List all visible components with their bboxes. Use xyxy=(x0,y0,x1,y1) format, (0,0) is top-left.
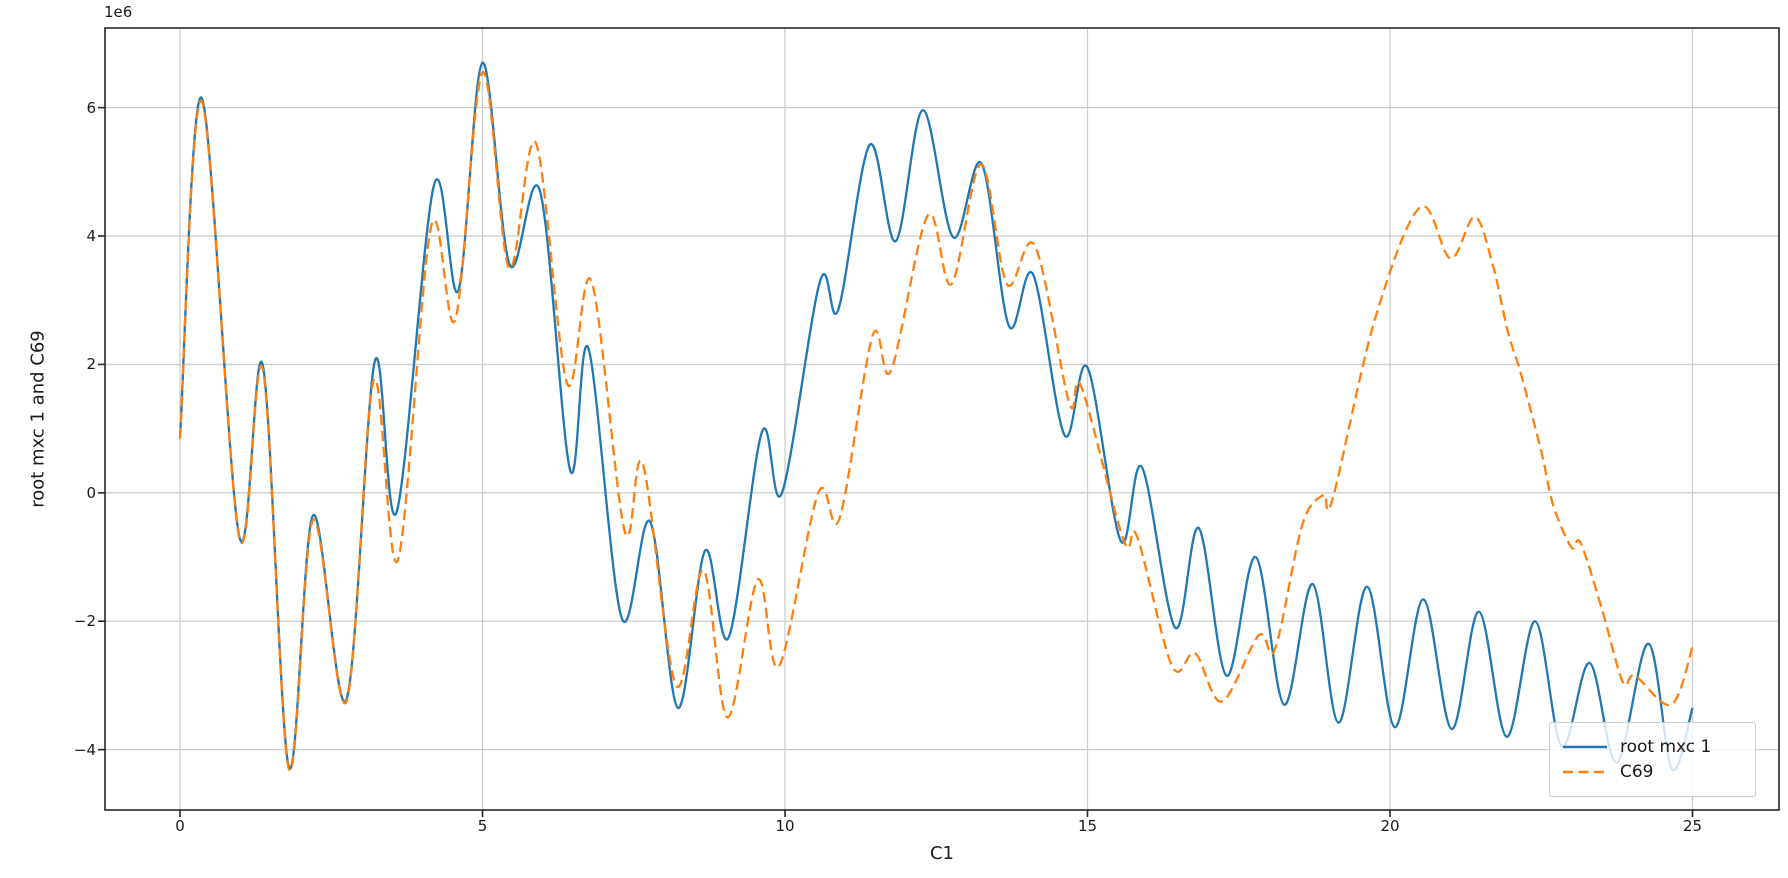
legend-line-dashed-icon xyxy=(1563,770,1607,774)
legend: root mxc 1 C69 xyxy=(1549,722,1756,797)
x-tick-label: 20 xyxy=(1380,817,1400,835)
series-line-C69 xyxy=(178,71,1694,772)
x-tick-label: 15 xyxy=(1077,817,1098,835)
y-tick-label: −4 xyxy=(73,740,96,759)
legend-item-root-mxc-1: root mxc 1 xyxy=(1562,737,1743,757)
y-tick-label: 4 xyxy=(86,227,96,246)
legend-line-solid-icon xyxy=(1563,745,1607,749)
y-tick-label: 0 xyxy=(86,483,96,502)
legend-label: C69 xyxy=(1620,762,1654,782)
y-tick-label: 6 xyxy=(86,98,96,117)
legend-label: root mxc 1 xyxy=(1620,737,1712,757)
x-tick-label: 0 xyxy=(175,817,185,835)
x-tick-label: 25 xyxy=(1682,817,1703,835)
x-axis-label: C1 xyxy=(929,843,955,864)
y-axis-offset-text: 1e6 xyxy=(104,3,133,21)
series-line-root-mxc-1 xyxy=(178,61,1694,772)
y-tick-label: −2 xyxy=(73,612,96,631)
legend-item-c69: C69 xyxy=(1562,762,1743,782)
x-tick-label: 5 xyxy=(477,817,488,835)
x-tick-label: 10 xyxy=(775,817,795,835)
axes-frame xyxy=(104,27,1780,811)
y-tick-label: 2 xyxy=(86,355,96,374)
